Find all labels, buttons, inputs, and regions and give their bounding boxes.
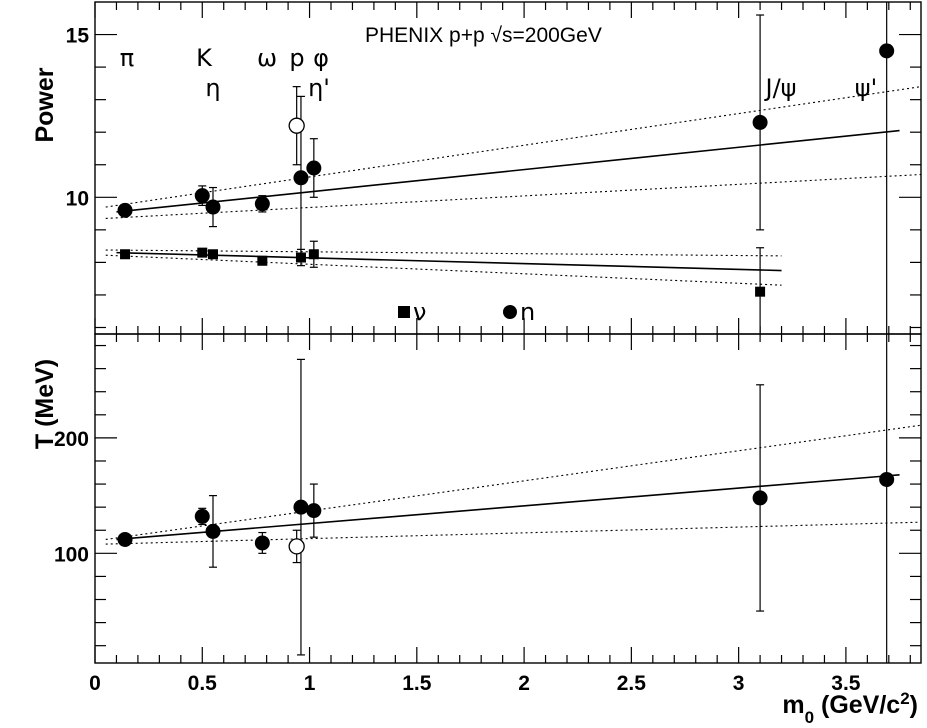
data-point-temperature: [194, 508, 210, 524]
data-point-square-power: [120, 249, 131, 260]
data-point-open-power: [288, 117, 305, 134]
y-tick-label-power: 10: [66, 187, 89, 210]
data-points: [117, 43, 895, 555]
data-point-temperature: [254, 535, 270, 551]
particle-label: K: [196, 44, 213, 72]
data-point-temperature: [879, 471, 895, 487]
particle-label: η': [308, 74, 330, 102]
particle-label: ψ': [855, 74, 877, 102]
particle-label: η: [205, 74, 220, 102]
particle-label: ω: [257, 44, 277, 72]
x-tick-label: 0: [89, 672, 101, 695]
y-tick-label-temperature: 200: [54, 428, 89, 451]
data-point-temperature: [117, 531, 133, 547]
data-point-temperature: [306, 503, 322, 519]
y-tick-label-power: 15: [66, 25, 90, 48]
data-point-power: [117, 202, 133, 218]
y-tick-label-temperature: 100: [54, 543, 89, 566]
particle-label: π: [120, 44, 134, 72]
x-tick-label: 1.5: [402, 672, 432, 695]
fit-lines: [105, 86, 922, 545]
data-point-square-power: [208, 249, 218, 260]
plot-frames: [94, 1, 922, 664]
particle-label: p: [289, 44, 304, 72]
data-point-open-temperature: [288, 538, 305, 555]
data-point-power: [194, 188, 210, 204]
x-tick-label: 3.5: [831, 672, 861, 695]
legend-circle-marker: [503, 305, 517, 319]
data-point-square-power: [197, 247, 208, 258]
fit-line-power-solid: [116, 129, 900, 213]
legend-label: ν: [413, 298, 426, 326]
x-tick-label: 1: [304, 672, 316, 695]
panel-frame-temperature: [94, 333, 922, 664]
data-point-square-power: [308, 249, 319, 260]
data-point-power: [254, 196, 270, 212]
data-point-temperature: [752, 490, 768, 506]
x-tick-label: 2: [518, 672, 530, 695]
chart-title: PHENIX p+p √s=200GeV: [365, 24, 602, 47]
fit-line-temperature-solid: [116, 474, 900, 541]
data-point-power: [293, 170, 309, 186]
data-point-square-power: [295, 252, 306, 263]
fit-line-power-dotted: [105, 86, 922, 208]
data-point-power: [306, 160, 322, 176]
data-point-power: [879, 43, 895, 59]
axis-ticks: [94, 2, 921, 663]
temperature-ylabel: T (MeV): [31, 359, 59, 449]
fit-line-power-solid: [116, 251, 782, 272]
data-point-power: [752, 114, 768, 130]
text-labels: 0 0.5 1 1.5 2 2.5 3 3.5 10 15 100 200 π Kη ω p φη' J/ψ ψ' ν…: [54, 25, 877, 695]
particle-label: J/ψ: [764, 74, 797, 102]
data-point-square-power: [257, 255, 268, 266]
data-point-power: [205, 199, 221, 215]
x-tick-label: 3: [733, 672, 745, 695]
data-point-temperature: [205, 523, 221, 539]
fit-line-temperature-dotted: [105, 424, 922, 541]
power-ylabel: Power: [31, 67, 59, 142]
legend-square-marker: [398, 306, 410, 318]
x-tick-label: 0.5: [188, 672, 218, 695]
particle-label: φ: [313, 44, 329, 72]
fit-line-temperature-dotted: [105, 521, 922, 545]
x-tick-label: 2.5: [617, 672, 647, 695]
fit-line-power-dotted: [105, 173, 922, 220]
legend-label: n: [520, 298, 535, 326]
data-point-square-power: [755, 286, 766, 297]
data-point-temperature: [293, 499, 309, 515]
